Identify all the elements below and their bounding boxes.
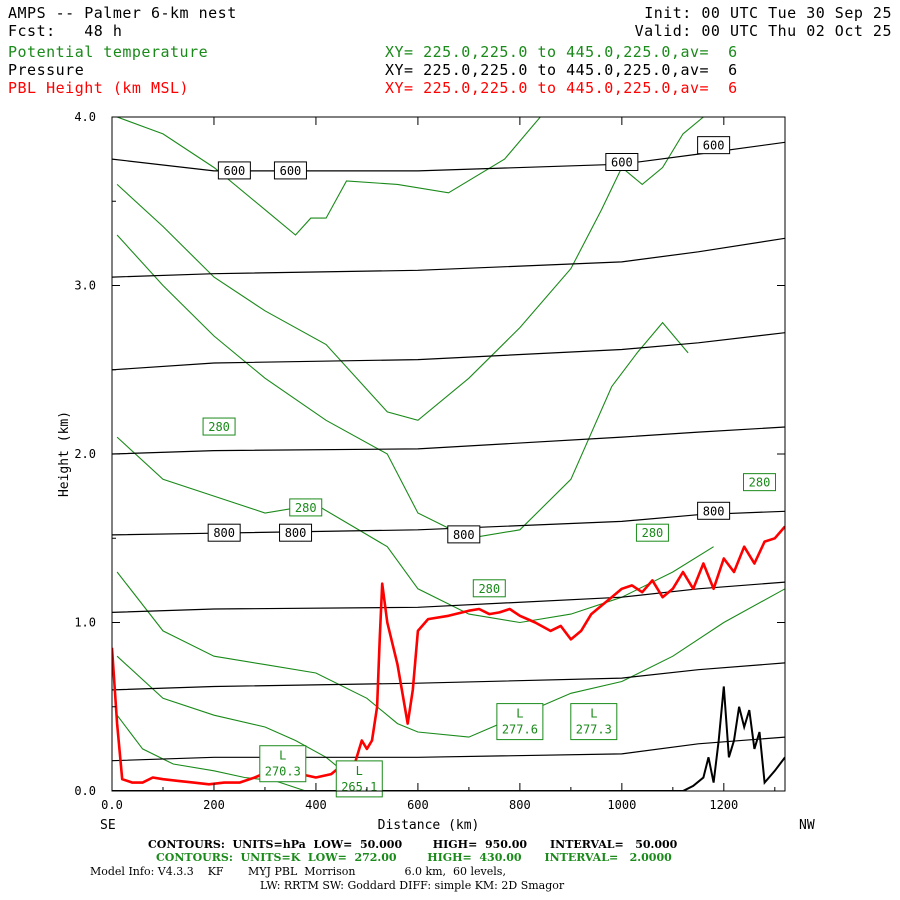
isobar-label-text: 600: [611, 155, 633, 169]
x-tick-label: 800: [509, 798, 531, 812]
isobar-label-box: [605, 152, 639, 171]
x-end-label-left: SE: [100, 818, 116, 833]
isobar-label: 600: [273, 161, 307, 180]
pbl-height-line: [112, 525, 785, 786]
isobar-label-text: 800: [285, 526, 307, 540]
legend-theta-xy: XY= 225.0,225.0 to 445.0,225.0,av= 6: [385, 43, 738, 61]
legend-pressure-xy: XY= 225.0,225.0 to 445.0,225.0,av= 6: [385, 61, 738, 79]
theta-label-box: [289, 498, 323, 517]
theta-label-text: 280: [295, 501, 317, 515]
app-title: AMPS -- Palmer 6-km nest: [8, 4, 237, 22]
legend-pressure-label: Pressure: [8, 61, 85, 79]
footer-model-info-1: Model Info: V4.3.3 KF MYJ PBL Morrison 6…: [90, 865, 506, 878]
isobar-label-box: [207, 523, 241, 542]
init-time: Init: 00 UTC Tue 30 Sep 25: [644, 4, 892, 22]
isobar-label-text: 800: [703, 504, 725, 518]
theta-minimum-mark: L: [279, 749, 286, 763]
theta-minimum: L 277.6: [496, 703, 544, 741]
theta-minimum-mark: L: [516, 707, 523, 721]
isobar-label-box: [697, 501, 731, 520]
plot-frame: [111, 116, 786, 792]
x-tick-label: 1000: [607, 798, 636, 812]
isobar-label-box: [273, 161, 307, 180]
isobar-650: [112, 237, 785, 278]
theta-isentrope: [116, 117, 704, 421]
isobar-label: 600: [605, 152, 639, 171]
isobar-label-box: [217, 161, 251, 180]
theta-label-box: [743, 473, 777, 492]
theta-minimum-value: 277.6: [502, 723, 538, 737]
theta-label-box: [202, 417, 236, 436]
theta-label-text: 280: [478, 582, 500, 596]
theta-minimum-box: [570, 703, 618, 741]
forecast-hour: Fcst: 48 h: [8, 22, 123, 40]
isobar-label: 800: [697, 501, 731, 520]
theta-minimum-value: 277.3: [576, 723, 612, 737]
theta-label: 280: [743, 473, 777, 492]
x-tick-label: 1200: [709, 798, 738, 812]
theta-label: 280: [472, 579, 506, 598]
isobar-900: [112, 662, 785, 691]
y-tick-label: 4.0: [74, 110, 96, 124]
theta-label-text: 280: [749, 476, 771, 490]
theta-minimum-value: 270.3: [265, 765, 301, 779]
x-tick-label: 600: [407, 798, 429, 812]
theta-label-box: [635, 523, 669, 542]
isobar-label-text: 800: [453, 528, 475, 542]
theta-isentrope: [116, 234, 689, 539]
isobar-700: [112, 332, 785, 371]
isobar-label-box: [447, 525, 481, 544]
theta-minimum-box: [259, 745, 307, 783]
legend-pbl-xy: XY= 225.0,225.0 to 445.0,225.0,av= 6: [385, 79, 738, 97]
legend-pbl-label: PBL Height (km MSL): [8, 79, 190, 97]
isobar-label-text: 600: [224, 164, 246, 178]
y-axis-label: Height (km): [57, 411, 72, 497]
legend-theta-label: Potential temperature: [8, 43, 209, 61]
x-tick-label: 400: [305, 798, 327, 812]
y-tick-label: 3.0: [74, 279, 96, 293]
isobar-label: 800: [207, 523, 241, 542]
theta-label: 280: [289, 498, 323, 517]
theta-minimum-value: 265.1: [341, 780, 377, 794]
terrain-line: [112, 686, 785, 791]
theta-isentrope: [116, 655, 368, 791]
isobar-label-box: [697, 136, 731, 155]
theta-minimum: L 270.3: [259, 745, 307, 783]
theta-label-text: 280: [642, 526, 664, 540]
x-tick-label: 0.0: [101, 798, 123, 812]
theta-minimum-mark: L: [590, 707, 597, 721]
theta-label: 280: [202, 417, 236, 436]
valid-time: Valid: 00 UTC Thu 02 Oct 25: [634, 22, 892, 40]
isobar-label: 600: [217, 161, 251, 180]
theta-minimum-mark: L: [356, 764, 363, 778]
isobar-label-box: [279, 523, 313, 542]
isobar-label: 800: [279, 523, 313, 542]
y-tick-label: 0.0: [74, 784, 96, 798]
theta-label: 280: [635, 523, 669, 542]
isobar-750: [112, 426, 785, 455]
theta-isentrope: [116, 117, 582, 236]
theta-isentrope: [116, 571, 785, 738]
isobar-label-text: 600: [703, 139, 725, 153]
isobar-label-text: 600: [280, 164, 302, 178]
footer-model-info-2: LW: RRTM SW: Goddard DIFF: simple KM: 2D…: [260, 879, 565, 892]
isobar-label-text: 800: [213, 526, 235, 540]
x-axis-label: Distance (km): [378, 818, 480, 833]
isobar-950: [112, 736, 785, 762]
y-tick-label: 1.0: [74, 616, 96, 630]
isobar-label: 800: [447, 525, 481, 544]
x-tick-label: 200: [203, 798, 225, 812]
isobar-850: [112, 581, 785, 613]
footer-theta-contours: CONTOURS: UNITS=K LOW= 272.00 HIGH= 430.…: [156, 851, 672, 864]
theta-minimum: L 277.3: [570, 703, 618, 741]
isobar-label: 600: [697, 136, 731, 155]
theta-label-text: 280: [208, 420, 230, 434]
x-end-label-right: NW: [799, 818, 815, 833]
y-tick-label: 2.0: [74, 447, 96, 461]
theta-minimum-box: [496, 703, 544, 741]
theta-label-box: [472, 579, 506, 598]
footer-pressure-contours: CONTOURS: UNITS=hPa LOW= 50.000 HIGH= 95…: [148, 838, 678, 851]
